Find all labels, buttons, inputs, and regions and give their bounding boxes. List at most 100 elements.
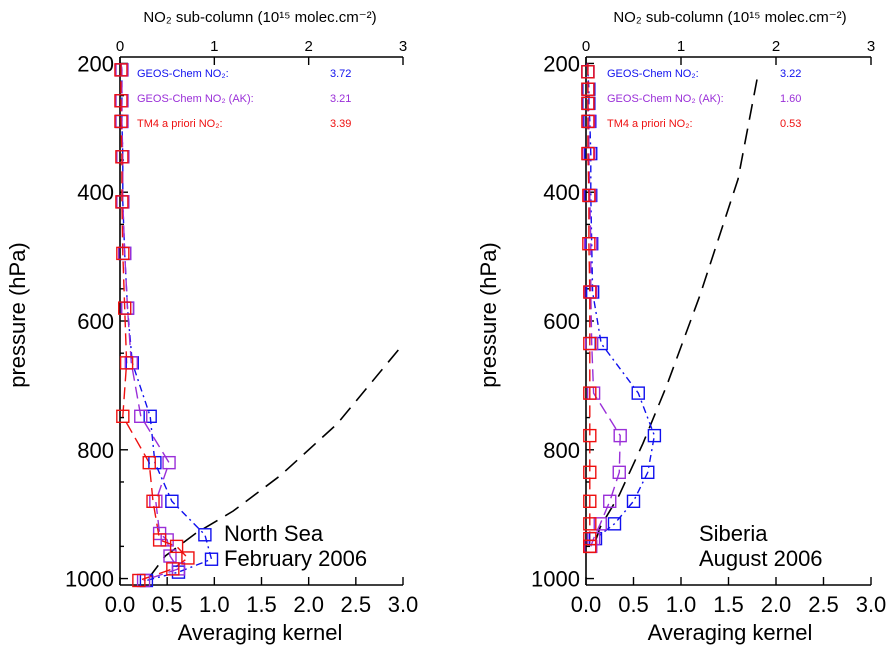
- geos-chem-ak-line: [586, 63, 621, 547]
- x-bottom-tick-label: 1.0: [666, 592, 697, 617]
- x-bottom-tick-label: 0.5: [152, 592, 183, 617]
- geos-chem-ak-marker: [603, 494, 617, 508]
- geos-chem-marker: [626, 494, 641, 508]
- x-bottom-tick-label: 1.5: [246, 592, 277, 617]
- tm4-a-priori-marker: [583, 428, 597, 443]
- y-tick-label: 1000: [65, 567, 114, 592]
- tm4-a-priori-marker: [581, 114, 595, 129]
- geos-chem-marker: [143, 409, 157, 423]
- geos-chem-marker: [204, 552, 219, 566]
- legend-value: 3.72: [330, 68, 351, 80]
- y-axis-label: pressure (hPa): [5, 242, 30, 388]
- legend-label: GEOS-Chem NO₂:: [607, 68, 699, 80]
- averaging-kernel-line: [592, 79, 758, 547]
- tm4-a-priori-marker: [116, 246, 130, 261]
- period-label: August 2006: [699, 546, 823, 571]
- tm4-a-priori-marker: [582, 237, 596, 251]
- legend-label: TM4 a priori NO₂:: [607, 118, 693, 130]
- x-top-tick-label: 2: [304, 38, 312, 55]
- tm4-a-priori-marker: [583, 285, 597, 299]
- tm4-a-priori-marker: [146, 494, 160, 508]
- x-bottom-tick-label: 3.0: [856, 592, 887, 617]
- tm4-a-priori-marker: [581, 65, 595, 79]
- x-bottom-tick-label: 1.0: [199, 592, 230, 617]
- geos-chem-ak-marker: [593, 517, 607, 531]
- tm4-a-priori-marker: [119, 356, 134, 370]
- y-tick-label: 600: [543, 309, 580, 334]
- tm4-a-priori-marker: [583, 465, 597, 480]
- geos-chem-ak-marker: [612, 465, 626, 480]
- geos-chem-line: [587, 63, 656, 540]
- tm4-a-priori-marker: [114, 114, 128, 129]
- tm4-a-priori-marker: [583, 494, 597, 508]
- legend-label: GEOS-Chem NO₂ (AK):: [137, 93, 254, 105]
- y-tick-label: 200: [543, 51, 580, 76]
- tm4-a-priori-marker: [116, 409, 130, 423]
- tm4-a-priori-marker: [581, 82, 595, 96]
- x-top-tick-label: 1: [210, 38, 218, 55]
- tm4-a-priori-marker: [118, 301, 132, 315]
- tm4-a-priori-marker: [114, 63, 128, 77]
- y-tick-label: 1000: [531, 567, 580, 592]
- tm4-a-priori-marker: [583, 517, 597, 531]
- x-bottom-tick-label: 2.0: [293, 592, 324, 617]
- tm4-a-priori-marker: [115, 195, 129, 209]
- legend-value: 3.21: [330, 93, 351, 105]
- x-top-tick-label: 3: [867, 38, 875, 55]
- legend-label: TM4 a priori NO₂:: [137, 118, 223, 130]
- y-tick-label: 800: [77, 438, 114, 463]
- top-axis-label: NO₂ sub-column (10¹⁵ molec.cm⁻²): [143, 9, 376, 26]
- x-bottom-tick-label: 2.0: [761, 592, 792, 617]
- y-tick-label: 400: [543, 180, 580, 205]
- bottom-axis-label: Averaging kernel: [648, 620, 813, 645]
- geos-chem-marker: [631, 386, 645, 400]
- geos-chem-marker: [198, 528, 212, 542]
- geos-chem-ak-marker: [134, 409, 148, 423]
- siberia-panel: pressure (hPa) NO₂ sub-column (10¹⁵ mole…: [476, 9, 886, 645]
- tm4-a-priori-marker: [581, 146, 595, 161]
- geos-chem-marker: [647, 428, 662, 443]
- x-bottom-tick-label: 0.0: [105, 592, 136, 617]
- geos-chem-marker: [641, 465, 655, 480]
- x-bottom-tick-label: 2.5: [341, 592, 372, 617]
- x-top-tick-label: 0: [116, 38, 124, 55]
- region-label: North Sea: [224, 521, 324, 546]
- tm4-a-priori-marker: [582, 188, 596, 203]
- x-bottom-tick-label: 3.0: [388, 592, 419, 617]
- tm4-a-priori-marker: [114, 94, 128, 108]
- geos-chem-marker: [607, 517, 622, 531]
- legend-label: GEOS-Chem NO₂ (AK):: [607, 93, 724, 105]
- tm4-a-priori-marker: [115, 150, 129, 164]
- tm4-a-priori-marker: [166, 562, 180, 576]
- x-bottom-tick-label: 1.5: [713, 592, 744, 617]
- geos-chem-ak-marker: [162, 455, 176, 470]
- tm4-a-priori-marker: [152, 533, 167, 547]
- tm4-a-priori-marker: [142, 455, 156, 470]
- x-top-tick-label: 2: [772, 38, 780, 55]
- bottom-axis-label: Averaging kernel: [178, 620, 343, 645]
- period-label: February 2006: [224, 546, 367, 571]
- region-label: Siberia: [699, 521, 768, 546]
- y-tick-label: 800: [543, 438, 580, 463]
- legend-value: 3.39: [330, 118, 351, 130]
- tm4-a-priori-marker: [583, 531, 597, 546]
- tm4-a-priori-marker: [583, 386, 597, 400]
- tm4-a-priori-marker: [169, 539, 184, 554]
- geos-chem-ak-marker: [613, 428, 627, 443]
- y-tick-label: 600: [77, 309, 114, 334]
- legend-label: GEOS-Chem NO₂:: [137, 68, 229, 80]
- top-axis-label: NO₂ sub-column (10¹⁵ molec.cm⁻²): [613, 9, 846, 26]
- y-axis-label: pressure (hPa): [476, 242, 501, 388]
- legend-value: 0.53: [780, 118, 801, 130]
- y-tick-label: 400: [77, 180, 114, 205]
- tm4-a-priori-marker: [583, 539, 597, 554]
- x-bottom-tick-label: 2.5: [808, 592, 839, 617]
- north-sea-panel: pressure (hPa) NO₂ sub-column (10¹⁵ mole…: [5, 9, 418, 645]
- x-bottom-tick-label: 0.5: [618, 592, 649, 617]
- tm4-a-priori-marker: [181, 551, 195, 565]
- x-top-tick-label: 3: [399, 38, 407, 55]
- averaging-kernel-line: [147, 349, 399, 580]
- tm4-a-priori-marker: [132, 573, 146, 588]
- legend-value: 3.22: [780, 68, 801, 80]
